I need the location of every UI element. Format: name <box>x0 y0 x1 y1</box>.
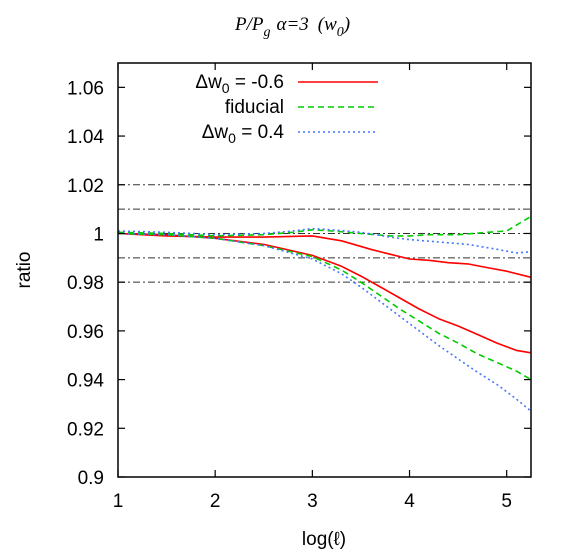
y-tick-label-7: 1.04 <box>67 127 104 148</box>
title-p-sub: g <box>264 25 271 40</box>
plot-frame <box>117 62 532 478</box>
y-tick-label-2: 0.94 <box>67 371 104 392</box>
y-tick-label-1: 0.92 <box>67 419 104 440</box>
series-line-fid-3 <box>117 232 532 381</box>
title-paren-sub: 0 <box>337 25 344 40</box>
title-paren-open: (w <box>318 14 337 35</box>
y-tick-label-5: 1 <box>93 224 104 245</box>
legend-label-plus: Δw0 = 0.4 <box>202 122 285 146</box>
y-tick-label-0: 0.9 <box>78 468 104 489</box>
tick-layer: 1 2 3 4 5 0.9 0.92 0.94 0.96 0.98 1 1.02 1.04 1.06 <box>67 63 531 512</box>
y-tick-label-4: 0.98 <box>67 273 104 294</box>
x-tick-label-1: 2 <box>210 491 221 512</box>
legend: Δw0 = -0.6 fiducial Δw0 = 0.4 <box>150 70 390 152</box>
series-line-minus-0 <box>117 232 532 279</box>
legend-label-fiducial: fiducial <box>225 97 284 118</box>
x-tick-label-2: 3 <box>307 491 318 512</box>
legend-background <box>150 70 390 152</box>
x-tick-label-4: 5 <box>501 491 512 512</box>
title-p-ratio: P/P <box>234 14 264 35</box>
x-axis-label: log(ℓ) <box>302 529 346 550</box>
y-tick-label-6: 1.02 <box>67 176 104 197</box>
series-line-plus-5 <box>117 232 532 412</box>
title-alpha: α=3 <box>277 14 309 35</box>
y-axis-label: ratio <box>14 252 35 289</box>
x-tick-label-0: 1 <box>113 491 124 512</box>
series-line-minus-1 <box>117 232 532 354</box>
y-tick-label-3: 0.96 <box>67 322 104 343</box>
series-line-plus-4 <box>117 227 532 254</box>
chart-title: P/Pg α=3 (w0) <box>234 14 350 40</box>
series-layer <box>117 215 532 412</box>
series-line-fid-2 <box>117 215 532 237</box>
y-tick-label-8: 1.06 <box>67 78 104 99</box>
title-paren-close: ) <box>343 14 350 35</box>
legend-label-minus: Δw0 = -0.6 <box>195 72 284 96</box>
reference-lines <box>118 184 531 283</box>
x-tick-label-3: 4 <box>404 491 415 512</box>
